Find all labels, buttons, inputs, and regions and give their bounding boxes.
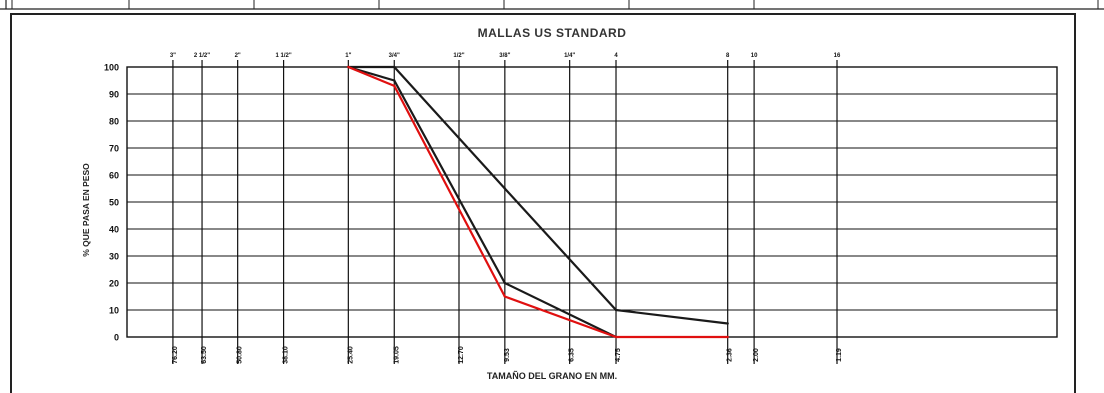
chart-title: MALLAS US STANDARD <box>477 26 627 40</box>
sieve-tick-label: 3/8" <box>499 53 510 59</box>
chart-frame <box>10 13 1076 393</box>
sieve-tick-label: 8 <box>726 53 730 59</box>
header-strip <box>0 0 1104 10</box>
sieve-tick-label: 10 <box>751 53 758 59</box>
series-3-point <box>393 84 396 88</box>
sieve-tick-label: 2 1/2" <box>194 53 210 59</box>
series-line-2 <box>347 65 617 338</box>
mm-tick-label: 1.19 <box>836 348 843 362</box>
series-3-point <box>726 335 729 339</box>
mm-tick-label: 63.50 <box>201 346 208 364</box>
sieve-tick-label: 1/2" <box>453 53 464 59</box>
y-tick-label: 80 <box>109 117 119 127</box>
sieve-tick-label: 16 <box>834 53 841 59</box>
series-3-point <box>614 335 618 339</box>
mm-tick-label: 19.05 <box>393 346 400 364</box>
y-tick-label: 70 <box>109 144 119 154</box>
series-1-point <box>503 187 507 190</box>
mm-tick-label: 76.20 <box>172 346 179 364</box>
y-tick-label: 90 <box>109 90 119 100</box>
y-tick-label: 100 <box>104 63 119 73</box>
y-tick-label: 10 <box>109 306 119 316</box>
mm-tick-label: 9.53 <box>504 348 511 362</box>
series-2-point <box>503 281 507 285</box>
series-3-point <box>503 295 507 298</box>
series-1-point <box>393 65 396 69</box>
grid <box>126 60 1058 364</box>
sieve-tick-label: 1 1/2" <box>275 53 291 59</box>
mm-tick-label: 25.40 <box>347 346 354 364</box>
y-tick-label: 0 <box>114 333 119 343</box>
mm-tick-label: 4.75 <box>615 348 622 362</box>
y-tick-label: 40 <box>109 225 119 235</box>
series-2-point <box>393 79 396 82</box>
mm-tick-label: 2.36 <box>727 348 734 362</box>
series-3-point <box>347 65 350 69</box>
sieve-tick-label: 1/4" <box>564 53 575 59</box>
mm-tick-label: 2.00 <box>753 348 760 362</box>
series-1-point <box>614 308 618 312</box>
sieve-tick-label: 4 <box>614 53 618 59</box>
y-tick-label: 30 <box>109 252 119 262</box>
y-tick-label: 60 <box>109 171 119 181</box>
series-1-point <box>726 322 729 325</box>
mm-tick-label: 12.70 <box>458 346 465 364</box>
series-group <box>347 65 729 339</box>
mm-tick-label: 6.35 <box>569 348 576 362</box>
sieve-tick-label: 1" <box>345 53 351 59</box>
x-axis-label: TAMAÑO DEL GRANO EN MM. <box>486 371 618 381</box>
y-tick-label: 50 <box>109 198 119 208</box>
sieve-tick-label: 3" <box>170 53 176 59</box>
tick-labels: 0 10 20 30 40 50 60 70 80 90 100 3" 76.20 2 1/2" 63.50… <box>104 53 843 364</box>
mm-tick-label: 38.10 <box>283 346 290 364</box>
y-tick-label: 20 <box>109 279 119 289</box>
sieve-tick-label: 2" <box>235 53 241 59</box>
sieve-tick-label: 3/4" <box>389 53 400 59</box>
mm-tick-label: 50.80 <box>237 346 244 364</box>
